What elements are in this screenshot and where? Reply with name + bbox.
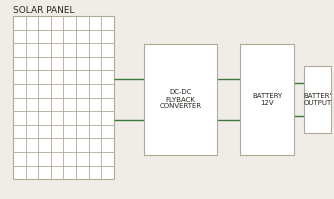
Bar	[144, 44, 217, 155]
Bar	[240, 44, 294, 155]
Text: SOLAR PANEL: SOLAR PANEL	[13, 6, 75, 15]
Bar	[13, 16, 114, 179]
Text: BATTERY
12V: BATTERY 12V	[252, 93, 282, 106]
Text: BATTER'
OUTPUT: BATTER' OUTPUT	[303, 93, 331, 106]
Bar	[304, 66, 331, 133]
Text: DC-DC
FLYBACK
CONVERTER: DC-DC FLYBACK CONVERTER	[159, 90, 201, 109]
